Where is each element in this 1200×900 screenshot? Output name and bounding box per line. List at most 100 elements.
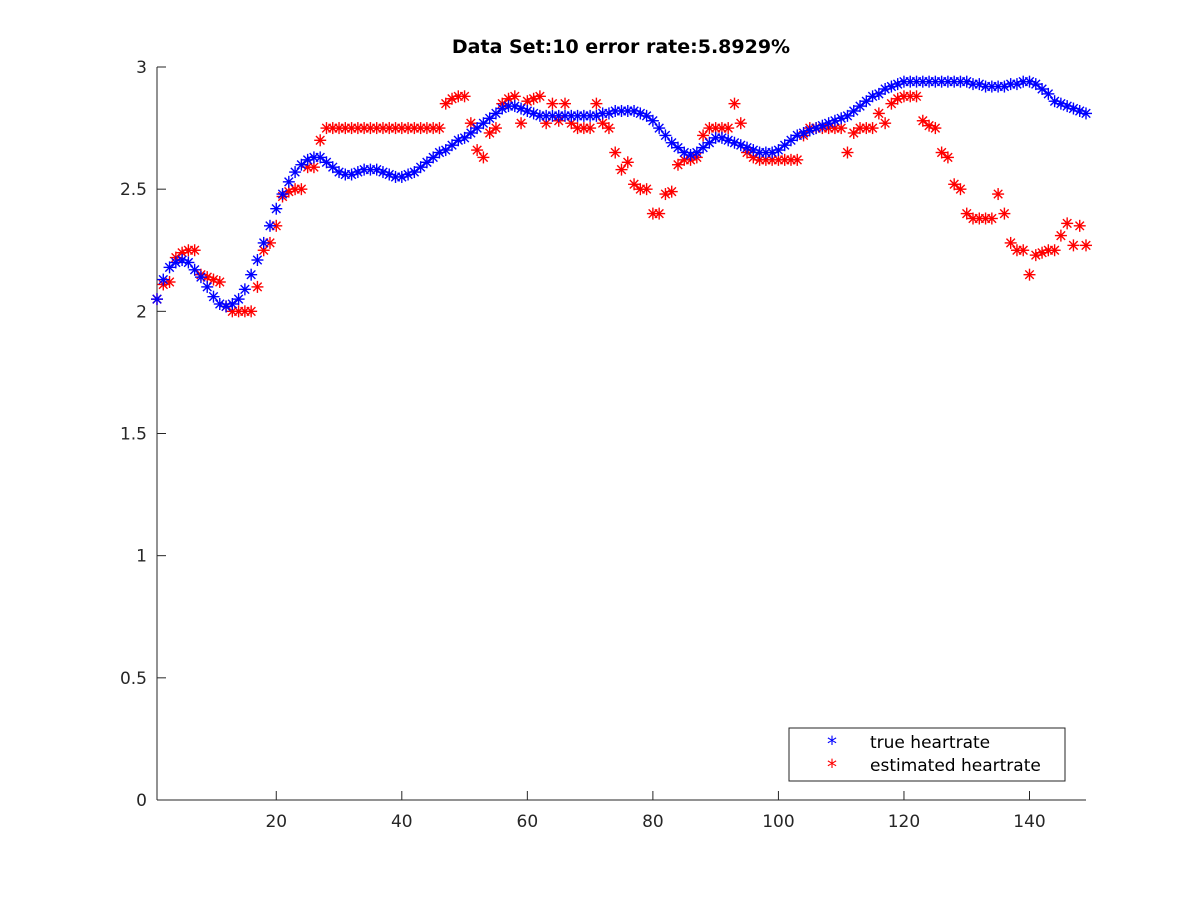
true-heartrate-point bbox=[157, 273, 170, 286]
estimated-heartrate-point bbox=[1067, 239, 1080, 252]
true-heartrate-point bbox=[653, 122, 666, 135]
estimated-heartrate-point bbox=[998, 207, 1011, 220]
estimated-heartrate-point bbox=[628, 178, 641, 191]
true-heartrate-point bbox=[420, 156, 433, 169]
true-heartrate-point bbox=[314, 151, 327, 164]
estimated-heartrate-point bbox=[471, 144, 484, 157]
true-heartrate-point bbox=[370, 163, 383, 176]
true-heartrate-point bbox=[784, 134, 797, 147]
true-heartrate-point bbox=[282, 175, 295, 188]
true-heartrate-point bbox=[847, 104, 860, 117]
true-heartrate-point bbox=[471, 122, 484, 135]
true-heartrate-point bbox=[872, 87, 885, 100]
true-heartrate-point bbox=[207, 290, 220, 303]
estimated-heartrate-point bbox=[910, 90, 923, 103]
estimated-heartrate-point bbox=[640, 183, 653, 196]
estimated-heartrate-point bbox=[307, 161, 320, 174]
estimated-heartrate-point bbox=[439, 97, 452, 110]
true-heartrate-point bbox=[326, 161, 339, 174]
true-heartrate-point bbox=[1029, 78, 1042, 91]
y-tick-label: 0 bbox=[136, 791, 147, 811]
estimated-heartrate-point bbox=[295, 183, 308, 196]
x-tick-label: 20 bbox=[265, 812, 287, 832]
estimated-heartrate-point bbox=[941, 151, 954, 164]
estimated-heartrate-point bbox=[916, 114, 929, 127]
true-heartrate-point bbox=[483, 112, 496, 125]
estimated-heartrate-point bbox=[992, 188, 1005, 201]
estimated-heartrate-point bbox=[665, 185, 678, 198]
estimated-heartrate-point bbox=[935, 146, 948, 159]
true-heartrate-point bbox=[270, 202, 283, 215]
true-heartrate-point bbox=[671, 141, 684, 154]
series-layer bbox=[151, 75, 1092, 318]
true-heartrate-point bbox=[659, 129, 672, 142]
estimated-heartrate-point bbox=[584, 122, 597, 135]
true-heartrate-point bbox=[251, 254, 264, 267]
true-heartrate-point bbox=[860, 95, 873, 108]
true-heartrate-point bbox=[1080, 107, 1092, 120]
y-tick-label: 3 bbox=[136, 58, 147, 78]
estimated-heartrate-point bbox=[1054, 229, 1067, 242]
estimated-heartrate-point bbox=[489, 122, 502, 135]
true-heartrate-point bbox=[772, 144, 785, 157]
estimated-heartrate-point bbox=[841, 146, 854, 159]
true-heartrate-point bbox=[226, 298, 239, 311]
estimated-heartrate-point bbox=[1023, 268, 1036, 281]
plot-area bbox=[157, 67, 1086, 800]
estimated-heartrate-point bbox=[954, 183, 967, 196]
estimated-heartrate-point bbox=[653, 207, 666, 220]
legend-marker-estimated: * bbox=[827, 755, 837, 779]
y-tick-label: 0.5 bbox=[120, 669, 147, 689]
true-heartrate-point bbox=[295, 158, 308, 171]
estimated-heartrate-point bbox=[621, 156, 634, 169]
estimated-heartrate-point bbox=[1048, 244, 1061, 257]
legend-label-true: true heartrate bbox=[870, 733, 990, 753]
estimated-heartrate-point bbox=[483, 126, 496, 139]
true-heartrate-point bbox=[703, 136, 716, 149]
estimated-heartrate-point bbox=[885, 97, 898, 110]
estimated-heartrate-point bbox=[1004, 236, 1017, 249]
estimated-heartrate-point bbox=[596, 117, 609, 130]
legend: * true heartrate * estimated heartrate bbox=[788, 727, 1066, 782]
true-heartrate-point bbox=[1010, 78, 1023, 91]
true-heartrate-point bbox=[640, 109, 653, 122]
true-heartrate-point bbox=[276, 188, 289, 201]
estimated-heartrate-point bbox=[948, 178, 961, 191]
y-tick-label: 1 bbox=[136, 547, 147, 567]
estimated-heartrate-point bbox=[671, 158, 684, 171]
estimated-heartrate-point bbox=[615, 163, 628, 176]
true-heartrate-point bbox=[464, 126, 477, 139]
estimated-heartrate-point bbox=[1017, 244, 1030, 257]
estimated-heartrate-point bbox=[251, 280, 264, 293]
estimated-heartrate-point bbox=[245, 305, 258, 318]
estimated-heartrate-point bbox=[1080, 239, 1092, 252]
true-heartrate-point bbox=[778, 139, 791, 152]
true-heartrate-point bbox=[414, 161, 427, 174]
true-heartrate-point bbox=[489, 107, 502, 120]
x-tick-label: 60 bbox=[517, 812, 539, 832]
true-heartrate-point bbox=[439, 144, 452, 157]
true-heartrate-point bbox=[289, 166, 302, 179]
estimated-heartrate-point bbox=[722, 122, 735, 135]
true-heartrate-point bbox=[201, 280, 214, 293]
x-tick-label: 80 bbox=[642, 812, 664, 832]
legend-marker-true: * bbox=[827, 732, 837, 756]
estimated-heartrate-point bbox=[985, 212, 998, 225]
estimated-heartrate-point bbox=[213, 276, 226, 289]
estimated-heartrate-point bbox=[1073, 219, 1086, 232]
true-heartrate-point bbox=[684, 148, 697, 161]
estimated-heartrate-point bbox=[734, 117, 747, 130]
true-heartrate-point bbox=[1036, 82, 1049, 95]
estimated-heartrate-point bbox=[847, 126, 860, 139]
estimated-heartrate-point bbox=[602, 122, 615, 135]
true-heartrate-point bbox=[232, 293, 245, 306]
estimated-heartrate-point bbox=[697, 129, 710, 142]
estimated-heartrate-point bbox=[960, 207, 973, 220]
true-heartrate-point bbox=[446, 139, 459, 152]
legend-label-estimated: estimated heartrate bbox=[870, 756, 1041, 776]
true-heartrate-point bbox=[408, 166, 421, 179]
true-heartrate-point bbox=[163, 261, 176, 274]
true-heartrate-point bbox=[257, 236, 270, 249]
true-heartrate-point bbox=[320, 156, 333, 169]
